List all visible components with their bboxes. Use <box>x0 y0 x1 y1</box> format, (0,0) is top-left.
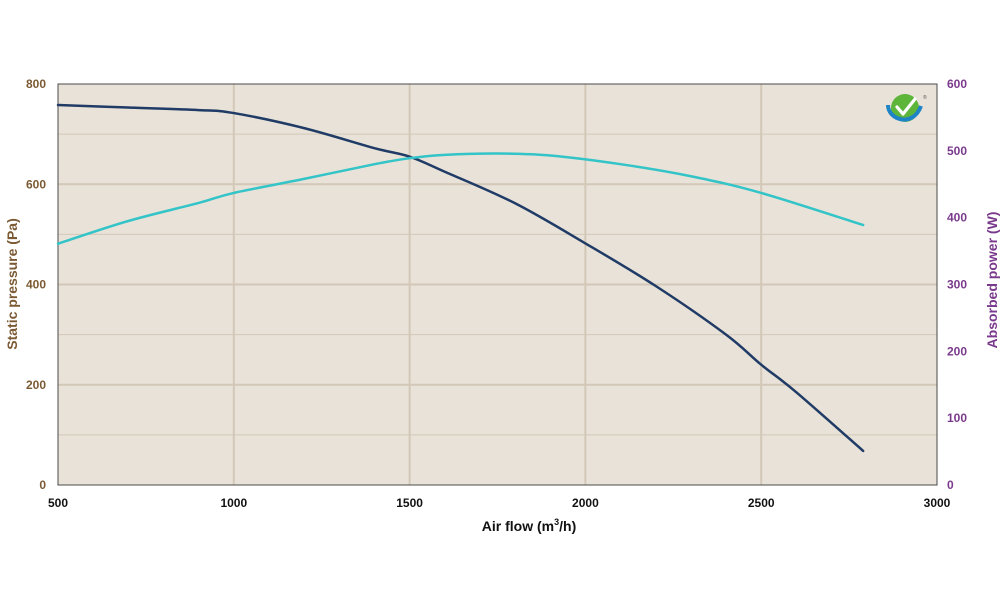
y-tick-label: 0 <box>39 478 46 492</box>
series-line-pressure <box>56 103 865 453</box>
x-tick-label: 2000 <box>572 496 599 510</box>
checkmark-logo-icon <box>895 97 917 116</box>
y-tick-label: 600 <box>26 177 46 191</box>
y2-axis-title: Absorbed power (W) <box>984 212 1000 349</box>
y2-tick-label: 400 <box>947 211 967 225</box>
y-tick-label: 400 <box>26 278 46 292</box>
y2-tick-label: 600 <box>947 77 967 91</box>
x-tick-label: 2500 <box>748 496 775 510</box>
y2-tick-label: 0 <box>947 478 954 492</box>
y2-tick-label: 100 <box>947 411 967 425</box>
y2-tick-label: 500 <box>947 144 967 158</box>
x-tick-label: 3000 <box>924 496 951 510</box>
brand-logo: ® <box>886 94 927 122</box>
logo-swoosh <box>886 104 923 122</box>
y-axis-title: Static pressure (Pa) <box>4 218 20 350</box>
y-tick-label: 800 <box>26 77 46 91</box>
x-axis-title-superscript: 3 <box>554 517 559 527</box>
series-layer <box>56 103 865 453</box>
y-tick-label: 200 <box>26 378 46 392</box>
x-tick-label: 1500 <box>396 496 423 510</box>
registered-mark: ® <box>923 94 927 101</box>
x-tick-label: 1000 <box>220 496 247 510</box>
grid <box>58 84 937 485</box>
x-tick-label: 500 <box>48 496 68 510</box>
series-line-power <box>56 152 865 245</box>
x-axis-title: Air flow (m3/h) <box>482 517 576 534</box>
y2-tick-label: 300 <box>947 278 967 292</box>
y2-tick-label: 200 <box>947 344 967 358</box>
x-axis-title-text: Air flow (m <box>482 518 554 534</box>
plot-border <box>57 83 938 486</box>
x-axis-title-tail: /h) <box>559 518 576 534</box>
tick-labels: 500 1000 1500 2000 2500 3000 0 200 400 600 800 0 100… <box>26 77 967 510</box>
